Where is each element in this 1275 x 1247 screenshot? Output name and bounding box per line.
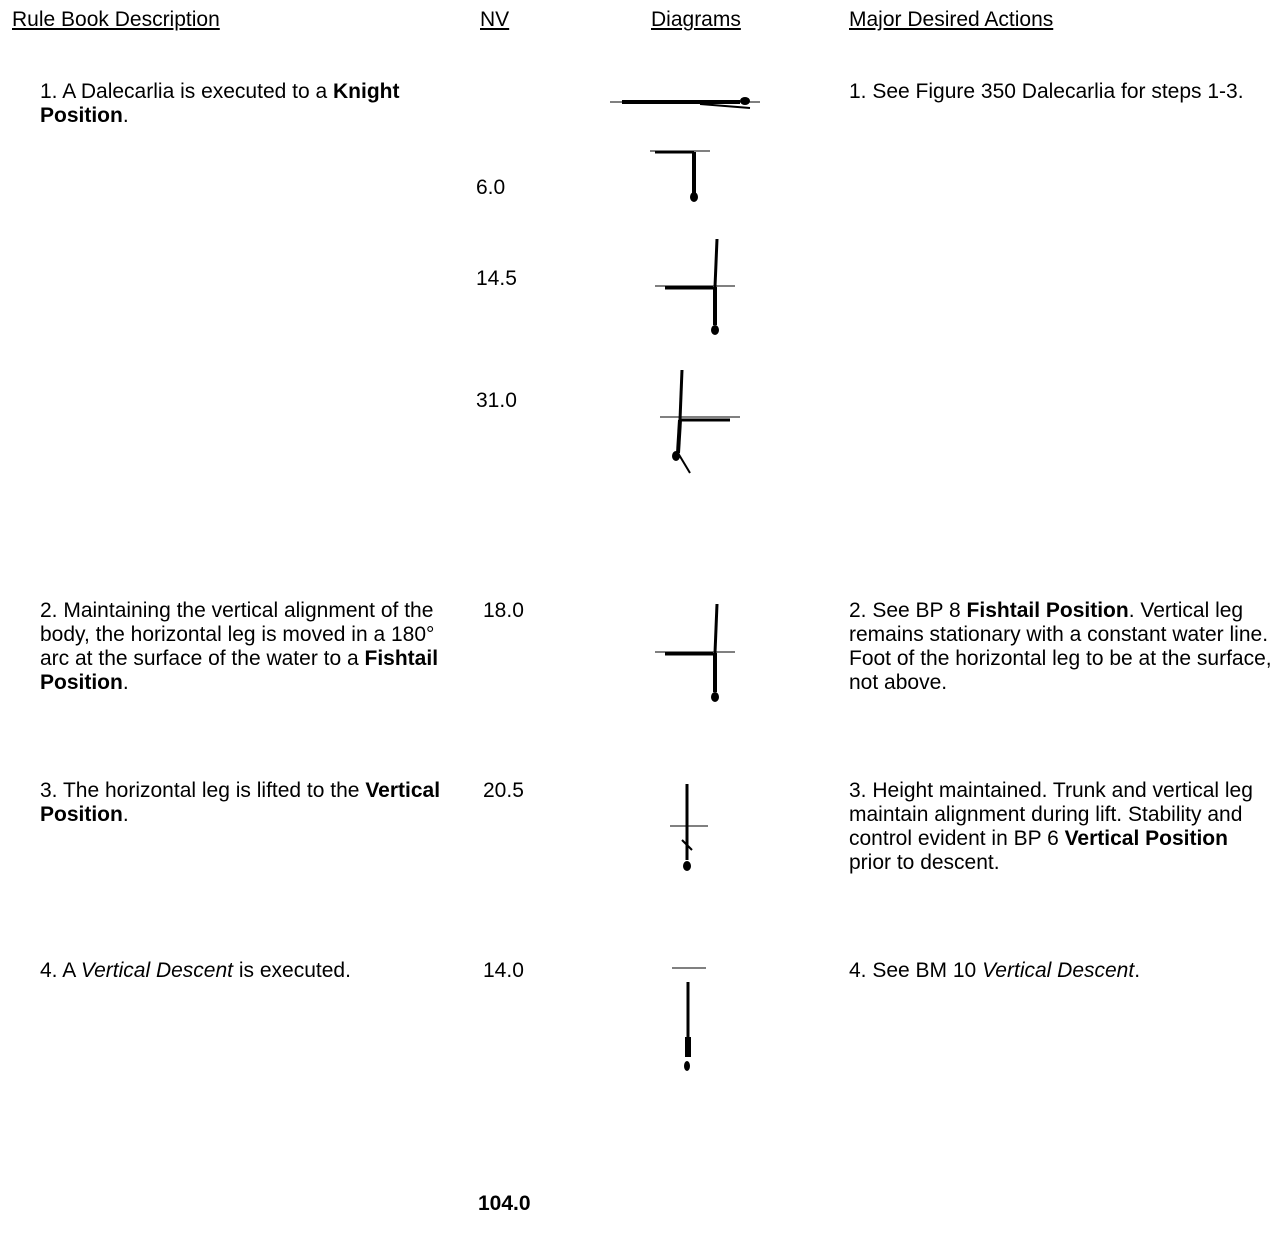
text: . bbox=[1134, 959, 1141, 982]
bold-text: Vertical Position bbox=[40, 779, 441, 826]
bold-text: Vertical Position bbox=[1064, 827, 1228, 850]
actions: 3. Height maintained. Trunk and vertical… bbox=[849, 779, 1274, 875]
diagram bbox=[655, 603, 735, 702]
diagram bbox=[650, 150, 710, 202]
text: . bbox=[122, 671, 129, 694]
column-header: NV bbox=[480, 8, 510, 31]
diagram bbox=[670, 784, 708, 871]
italic-text: Vertical Descent bbox=[80, 959, 233, 982]
column-header: Diagrams bbox=[651, 8, 741, 31]
nv: 14.0 bbox=[483, 959, 524, 982]
text: 4. See BM 10 bbox=[849, 959, 983, 982]
actions: 2. See BP 8 Fishtail Position. Vertical … bbox=[849, 599, 1274, 695]
bold-text: Knight Position bbox=[40, 80, 400, 127]
description: 3. The horizontal leg is lifted to the V… bbox=[40, 779, 452, 827]
bold-text: Fishtail Position bbox=[40, 647, 439, 694]
nv: 20.5 bbox=[483, 779, 524, 802]
description: 1. A Dalecarlia is executed to a Knight … bbox=[40, 80, 452, 128]
description: 2. Maintaining the vertical alignment of… bbox=[40, 599, 452, 695]
total: 104.0 bbox=[478, 1192, 531, 1215]
text: 4. A bbox=[40, 959, 81, 982]
actions: 1. See Figure 350 Dalecarlia for steps 1… bbox=[849, 80, 1274, 104]
text: 1. A Dalecarlia is executed to a bbox=[40, 80, 334, 103]
nv: 31.0 bbox=[476, 389, 517, 412]
text: prior to descent. bbox=[849, 851, 1000, 874]
text: . Vertical leg remains stationary with a… bbox=[849, 599, 1272, 694]
column-header: Major Desired Actions bbox=[849, 8, 1054, 31]
text: . bbox=[122, 104, 129, 127]
diagram bbox=[660, 369, 740, 474]
text: 2. See BP 8 bbox=[849, 599, 967, 622]
text: 3. Height maintained. Trunk and vertical… bbox=[849, 779, 1253, 850]
text: 1. See Figure 350 Dalecarlia for steps 1… bbox=[849, 80, 1244, 103]
nv: 14.5 bbox=[476, 267, 517, 290]
text: 2. Maintaining the vertical alignment of… bbox=[40, 599, 435, 670]
column-header: Rule Book Description bbox=[12, 8, 220, 31]
bold-text: Fishtail Position bbox=[966, 599, 1129, 622]
text: is executed. bbox=[233, 959, 351, 982]
diagram bbox=[672, 967, 706, 1071]
actions: 4. See BM 10 Vertical Descent. bbox=[849, 959, 1274, 983]
text: 3. The horizontal leg is lifted to the bbox=[40, 779, 366, 802]
nv: 6.0 bbox=[476, 176, 506, 199]
nv: 18.0 bbox=[483, 599, 524, 622]
text: . bbox=[122, 803, 129, 826]
description: 4. A Vertical Descent is executed. bbox=[40, 959, 452, 983]
italic-text: Vertical Descent bbox=[982, 959, 1135, 982]
diagram bbox=[655, 238, 735, 335]
diagram bbox=[610, 97, 760, 109]
